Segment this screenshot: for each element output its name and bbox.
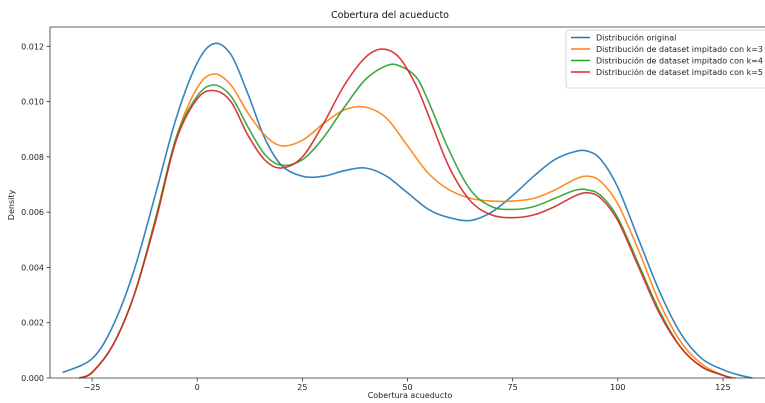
y-tick-label: 0.004 <box>21 263 44 272</box>
legend-label-1: Distribución original <box>596 33 676 43</box>
y-tick-label: 0.008 <box>21 153 44 162</box>
x-tick-label: 50 <box>402 383 412 392</box>
series-line-4 <box>79 48 732 379</box>
series-layer <box>62 42 753 379</box>
x-tick-label: 75 <box>508 383 518 392</box>
legend-box <box>565 29 765 89</box>
series-line-3 <box>79 63 732 379</box>
y-tick-label: 0.000 <box>21 374 44 383</box>
series-line-1 <box>62 42 753 379</box>
y-tick-label: 0.006 <box>21 208 44 217</box>
x-tick-label: 0 <box>195 383 200 392</box>
x-tick-label: −25 <box>84 383 101 392</box>
legend-label-3: Distribución de dataset impitado con k=4 <box>596 56 763 66</box>
axes-layer: −25 0 25 50 75 100 125 0.000 0.002 0.004 0.006 0.00… <box>21 26 765 392</box>
legend-label-2: Distribución de dataset impitado con k=3 <box>596 44 763 54</box>
y-tick-label: 0.002 <box>21 319 44 328</box>
x-tick-label: 125 <box>715 383 730 392</box>
series-line-2 <box>79 73 736 379</box>
y-axis-label: Density <box>7 190 16 221</box>
x-tick-label: 25 <box>297 383 307 392</box>
y-tick-label: 0.012 <box>21 42 44 51</box>
chart-title: Cobertura del acueducto <box>331 10 449 21</box>
legend-label-4: Distribución de dataset impitado con k=5 <box>596 67 763 77</box>
y-tick-label: 0.010 <box>21 98 44 107</box>
x-axis-label: Cobertura acueducto <box>368 391 453 400</box>
x-tick-label: 100 <box>610 383 625 392</box>
